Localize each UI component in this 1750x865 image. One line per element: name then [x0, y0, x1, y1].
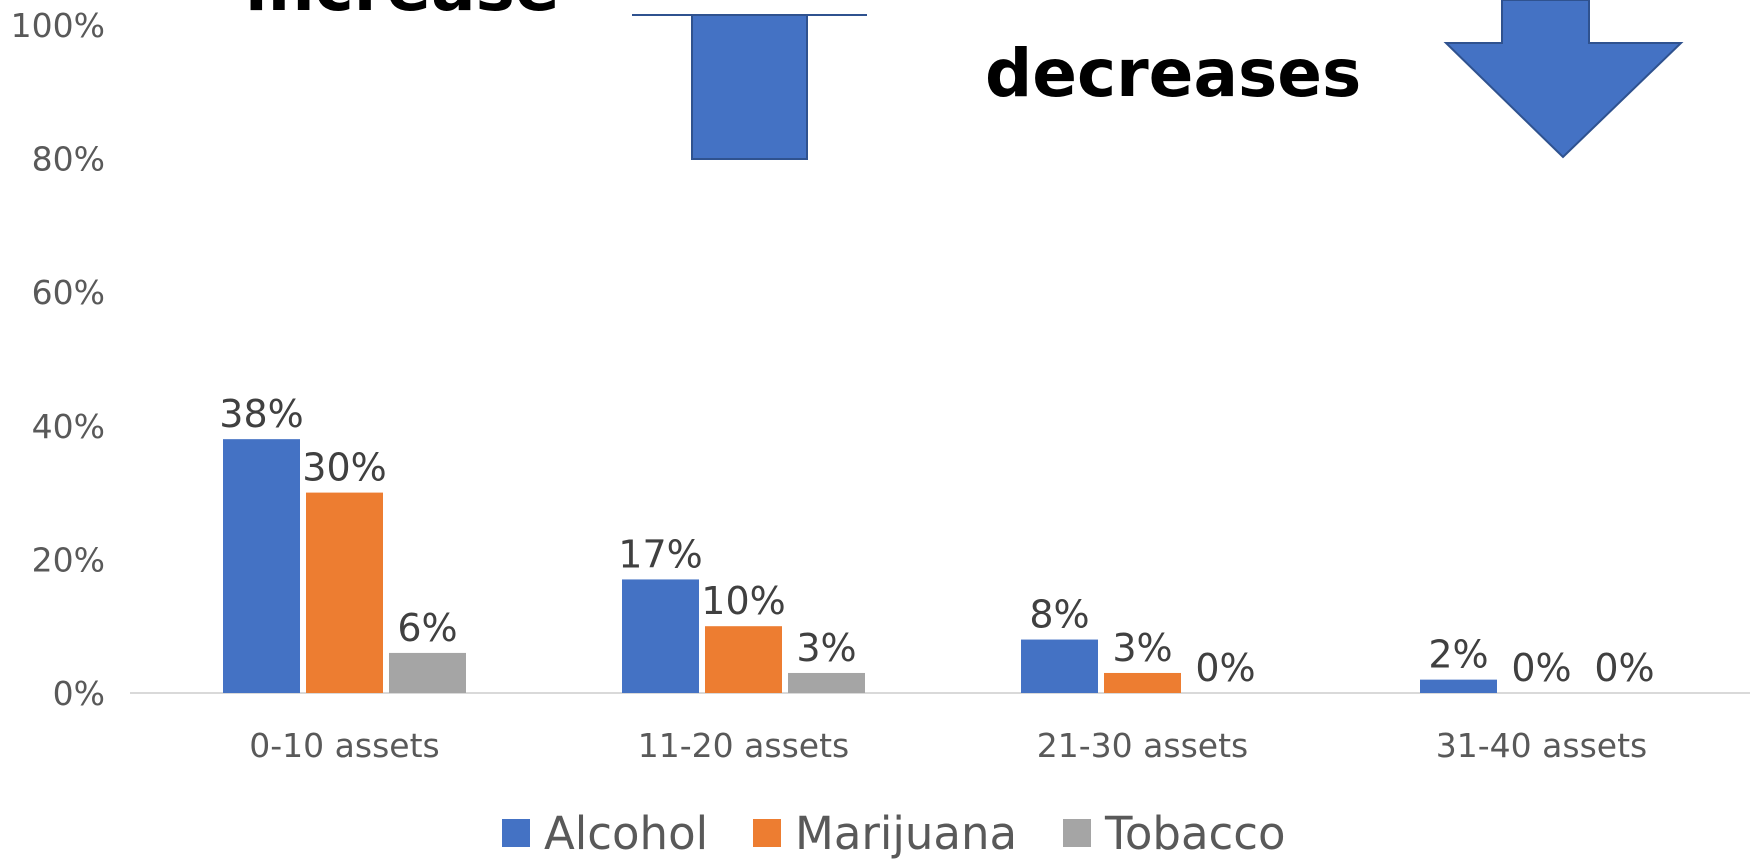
category-label: 11-20 assets — [638, 726, 849, 765]
legend-item-alcohol: Alcohol — [502, 807, 708, 860]
bar-alcohol — [223, 439, 300, 693]
data-label: 10% — [701, 579, 785, 623]
bar-marijuana — [1104, 672, 1181, 693]
decreases-annotation: decreases — [985, 35, 1361, 112]
bar-alcohol — [1420, 679, 1497, 693]
bar-tobacco — [788, 672, 865, 693]
y-tick-label: 80% — [32, 140, 105, 179]
data-label: 3% — [1112, 626, 1172, 670]
legend-swatch — [502, 819, 530, 847]
legend-label: Alcohol — [544, 807, 708, 860]
legend-item-marijuana: Marijuana — [753, 807, 1017, 860]
category-label: 21-30 assets — [1037, 726, 1248, 765]
y-tick-label: 60% — [32, 273, 105, 312]
data-label: 0% — [1511, 646, 1571, 690]
bar-alcohol — [1021, 639, 1098, 693]
data-label: 8% — [1029, 593, 1089, 637]
data-label: 2% — [1428, 633, 1488, 677]
category-label: 31-40 assets — [1436, 726, 1647, 765]
y-tick-label: 20% — [32, 540, 105, 579]
legend-label: Tobacco — [1104, 807, 1286, 860]
data-label: 3% — [796, 626, 856, 670]
y-tick-label: 0% — [53, 674, 105, 713]
y-tick-label: 40% — [32, 407, 105, 446]
data-labels-group: 38%30%6%17%10%3%8%3% 0% 2% 0% 0% — [219, 392, 1654, 690]
legend: Alcohol Marijuana Tobacco — [502, 807, 1286, 860]
y-tick-label: 100% — [11, 6, 105, 45]
data-label: 0% — [1594, 646, 1654, 690]
data-label: 17% — [618, 532, 702, 576]
bar-marijuana — [306, 492, 383, 693]
y-axis: 0% 20% 40% 60% 80% 100% — [11, 6, 105, 713]
bar-tobacco — [389, 652, 466, 693]
category-labels-group: 0-10 assets 11-20 assets 21-30 assets 31-40… — [249, 726, 1647, 765]
legend-swatch — [1063, 819, 1091, 847]
data-label: 0% — [1195, 646, 1255, 690]
bar-marijuana — [705, 626, 782, 693]
category-label: 0-10 assets — [249, 726, 439, 765]
increase-annotation: increase — [245, 0, 560, 26]
up-arrow-icon — [632, 14, 867, 160]
bars-group — [223, 439, 1497, 693]
down-arrow-icon — [1443, 0, 1684, 159]
data-label: 30% — [302, 446, 386, 490]
legend-swatch — [753, 819, 781, 847]
data-label: 6% — [397, 606, 457, 650]
legend-label: Marijuana — [795, 807, 1017, 860]
bar-alcohol — [622, 579, 699, 693]
data-label: 38% — [219, 392, 303, 436]
legend-item-tobacco: Tobacco — [1063, 807, 1286, 860]
